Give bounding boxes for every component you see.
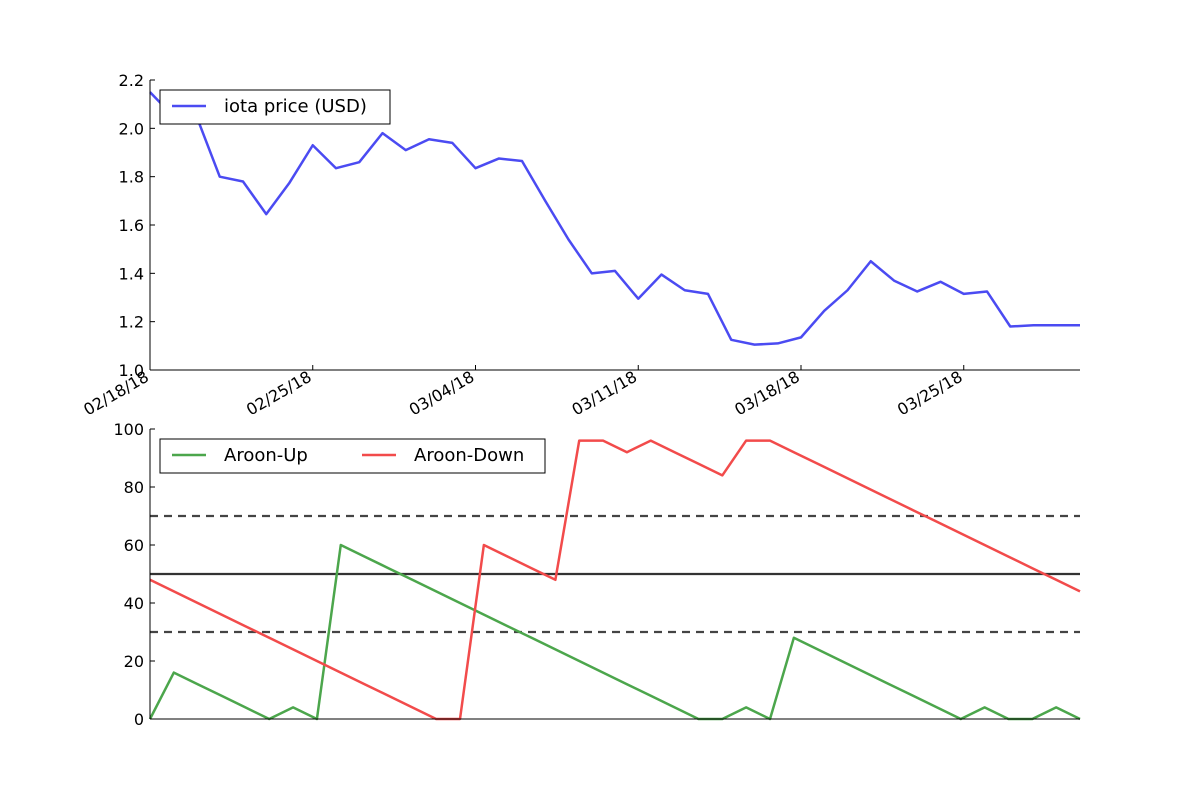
aroon-up-series-line bbox=[148, 543, 1081, 721]
price-y-ticks: 1.0 1.2 1.4 1.6 1.8 2.0 2.2 bbox=[119, 71, 155, 380]
aroon-y-ticks: 0 20 40 60 80 100 bbox=[113, 420, 155, 729]
price-y-tick-label: 1.6 bbox=[119, 216, 144, 235]
price-y-tick-label: 1.8 bbox=[119, 168, 144, 187]
aroon-y-tick-label: 60 bbox=[124, 536, 144, 555]
price-series-line bbox=[149, 91, 1080, 346]
aroon-y-tick-label: 20 bbox=[124, 652, 144, 671]
aroon-plot-lines bbox=[148, 439, 1081, 721]
aroon-y-tick-label: 0 bbox=[134, 710, 144, 729]
aroon-legend-box bbox=[159, 438, 546, 474]
price-legend-label: iota price (USD) bbox=[224, 96, 367, 117]
aroon-down-series-line bbox=[149, 439, 1081, 721]
aroon-up-legend-label: Aroon-Up bbox=[224, 445, 308, 466]
price-y-tick-label: 1.2 bbox=[119, 313, 144, 332]
aroon-axes bbox=[149, 429, 1080, 720]
aroon-down-legend-label: Aroon-Down bbox=[414, 445, 524, 466]
aroon-y-tick-label: 80 bbox=[124, 478, 144, 497]
price-y-tick-label: 1.0 bbox=[119, 361, 144, 380]
price-legend: iota price (USD) bbox=[159, 89, 391, 125]
price-y-tick-label: 1.4 bbox=[119, 264, 144, 283]
aroon-y-tick-label: 40 bbox=[124, 594, 144, 613]
price-plot-lines bbox=[149, 91, 1080, 346]
price-y-tick-label: 2.0 bbox=[119, 119, 144, 138]
aroon-legend: Aroon-Up Aroon-Down bbox=[159, 438, 546, 474]
aroon-panel: 0 20 40 60 80 100 Aroon-Up Aroon-Down bbox=[113, 420, 1081, 729]
aroon-y-tick-label: 100 bbox=[113, 420, 144, 439]
price-y-tick-label: 2.2 bbox=[119, 71, 144, 90]
